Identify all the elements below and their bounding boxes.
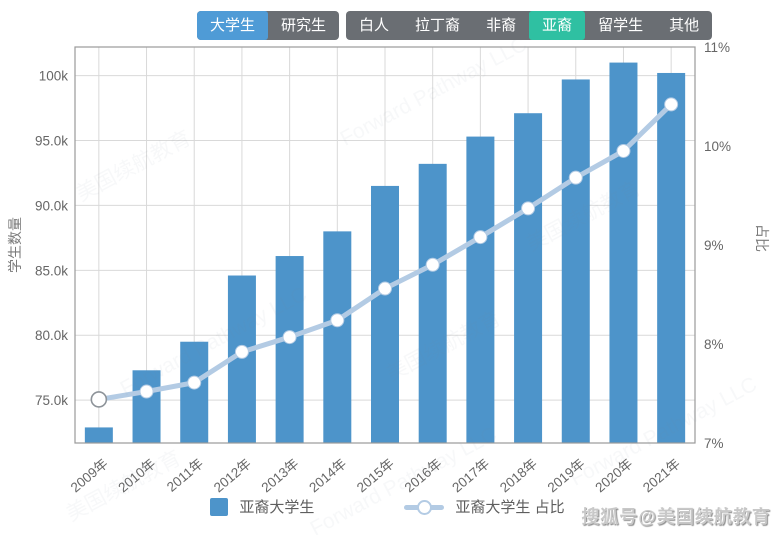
bar-2018年[interactable]: [514, 113, 543, 443]
x-axis-label: 2019年: [545, 456, 588, 495]
x-axis-label: 2012年: [211, 456, 254, 495]
x-axis-label: 2018年: [497, 456, 540, 495]
left-axis-tick: 80.0k: [35, 328, 68, 343]
tab-bar: 大学生 研究生 白人 拉丁裔 非裔 亚裔 留学生 其他: [197, 11, 713, 40]
bar-2016年[interactable]: [418, 163, 447, 443]
tab-group-level: 大学生 研究生: [197, 11, 340, 40]
bar-2009年[interactable]: [84, 427, 113, 443]
bar-2014年[interactable]: [323, 231, 352, 443]
bar-2019年[interactable]: [561, 79, 590, 443]
left-axis-tick: 100k: [39, 69, 69, 84]
bar-2011年[interactable]: [180, 341, 209, 443]
left-axis-tick: 90.0k: [35, 198, 68, 213]
legend-label-line-series: 亚裔大学生 占比: [455, 499, 565, 516]
bar-2015年[interactable]: [371, 185, 399, 443]
line-point-2016年[interactable]: [425, 257, 440, 272]
line-point-2019年[interactable]: [568, 170, 583, 185]
right-axis-tick: 9%: [704, 238, 724, 253]
line-point-2013年[interactable]: [282, 330, 297, 345]
tab-international[interactable]: 留学生: [585, 11, 656, 40]
tab-other[interactable]: 其他: [656, 11, 712, 40]
tab-asian[interactable]: 亚裔: [529, 11, 586, 40]
tab-group-ethnicity: 白人 拉丁裔 非裔 亚裔 留学生 其他: [346, 11, 713, 40]
bar-2017年[interactable]: [466, 136, 495, 443]
legend-item-line-series[interactable]: 亚裔大学生 占比: [404, 496, 565, 517]
x-axis-label: 2013年: [259, 456, 302, 495]
line-point-2015年[interactable]: [378, 281, 392, 296]
x-axis-label: 2014年: [306, 456, 349, 495]
right-axis-tick: 7%: [704, 436, 724, 451]
right-axis-tick: 11%: [704, 40, 730, 55]
x-axis-label: 2017年: [449, 456, 492, 495]
tab-white[interactable]: 白人: [346, 11, 402, 40]
bar-2010年[interactable]: [132, 370, 161, 443]
left-axis-tick: 95.0k: [35, 133, 68, 148]
legend-label-bar-series: 亚裔大学生: [239, 499, 315, 516]
line-point-2021年[interactable]: [664, 97, 679, 112]
left-axis-title: 学生数量: [7, 217, 23, 273]
x-axis-label: 2011年: [164, 456, 206, 495]
tab-graduate[interactable]: 研究生: [268, 11, 339, 40]
line-circle-icon: [404, 499, 445, 515]
plot-frame: [74, 46, 696, 444]
x-axis-label: 2015年: [354, 456, 397, 495]
x-axis-label: 2009年: [68, 456, 111, 495]
left-axis-tick: 85.0k: [35, 263, 68, 278]
line-point-2020年[interactable]: [616, 143, 631, 158]
tab-latino[interactable]: 拉丁裔: [402, 11, 473, 40]
line-point-2011年[interactable]: [187, 375, 202, 390]
bar-series-swatch-icon: [210, 497, 229, 516]
line-point-2012年[interactable]: [234, 344, 249, 359]
line-point-2014年[interactable]: [330, 313, 345, 328]
line-point-2018年[interactable]: [521, 201, 536, 216]
x-axis-label: 2020年: [592, 456, 635, 495]
legend-item-bar-series[interactable]: 亚裔大学生: [210, 496, 314, 517]
x-axis-label: 2016年: [402, 456, 445, 495]
tab-african[interactable]: 非裔: [473, 11, 529, 40]
bar-2021年[interactable]: [657, 72, 686, 443]
right-axis-tick: 8%: [704, 337, 724, 352]
tab-undergraduate[interactable]: 大学生: [197, 11, 269, 40]
line-point-2009年[interactable]: [90, 391, 108, 408]
bar-2013年[interactable]: [275, 256, 304, 443]
line-point-2010年[interactable]: [139, 384, 154, 399]
line-point-2017年[interactable]: [473, 230, 488, 245]
x-axis-label: 2021年: [640, 456, 683, 495]
right-axis-title: 占比: [754, 224, 770, 252]
x-axis-label: 2010年: [115, 456, 158, 495]
left-axis-tick: 75.0k: [35, 393, 68, 408]
chart-legend: 亚裔大学生 亚裔大学生 占比: [0, 496, 775, 517]
right-axis-tick: 10%: [704, 139, 731, 154]
sohu-watermark: 搜狐号@美国续航教育: [581, 507, 771, 527]
bar-2020年[interactable]: [609, 62, 638, 444]
